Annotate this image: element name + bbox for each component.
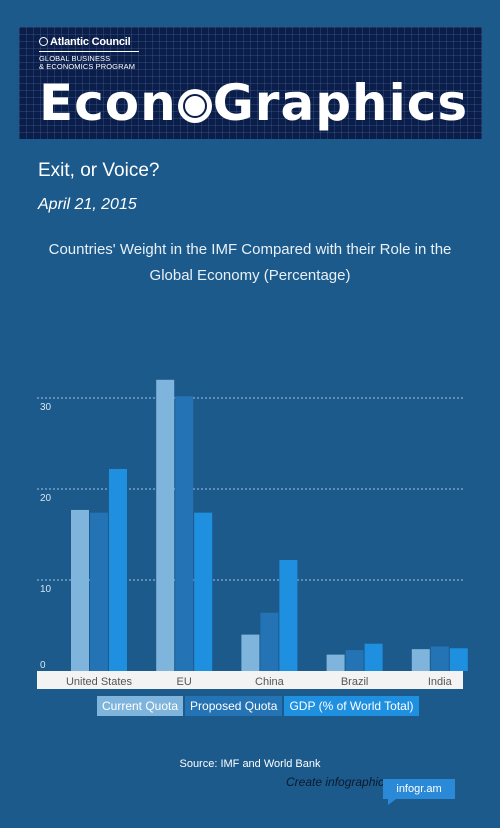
x-tick-label: United States <box>66 676 133 688</box>
y-tick-label: 0 <box>40 660 46 671</box>
bar <box>430 646 449 671</box>
x-tick-label: India <box>428 676 453 688</box>
divider <box>39 51 139 52</box>
program-line-2: & ECONOMICS PROGRAM <box>39 62 136 71</box>
bar <box>345 650 364 671</box>
wordmark-left: Econ <box>39 74 177 132</box>
seal-icon <box>177 89 212 123</box>
bar <box>109 468 127 671</box>
bar <box>71 509 89 671</box>
bar <box>90 512 108 671</box>
create-infographics-link[interactable]: Create infographics <box>286 775 391 789</box>
infogram-badge[interactable]: infogr.am <box>383 779 455 799</box>
program-line-1: GLOBAL BUSINESS <box>39 54 111 63</box>
y-tick-label: 20 <box>40 493 52 504</box>
econographics-wordmark: Econ Graphics <box>39 73 468 133</box>
y-tick-label: 30 <box>40 402 52 413</box>
x-tick-label: Brazil <box>341 676 369 688</box>
x-axis-band <box>37 671 463 689</box>
bar <box>175 396 194 671</box>
program-name: GLOBAL BUSINESS & ECONOMICS PROGRAM <box>39 55 189 71</box>
bar <box>260 612 279 671</box>
x-tick-label: China <box>255 676 285 688</box>
bar <box>449 648 468 671</box>
bar <box>364 643 383 671</box>
atlantic-council-logo: Atlantic Council <box>39 36 131 48</box>
badge-tail <box>388 799 396 805</box>
post-title: Exit, or Voice? <box>38 160 160 181</box>
globe-icon <box>39 37 48 46</box>
bar <box>194 512 213 671</box>
legend-item-current-quota[interactable]: Current Quota <box>97 696 184 716</box>
legend-item-proposed-quota[interactable]: Proposed Quota <box>185 696 283 716</box>
source-note: Source: IMF and World Bank <box>179 758 321 770</box>
bar <box>326 654 345 671</box>
chart-title: Countries' Weight in the IMF Compared wi… <box>48 241 452 284</box>
bar <box>156 379 175 671</box>
bar <box>241 634 260 671</box>
x-tick-label: EU <box>177 676 192 688</box>
chart-legend: Current Quota Proposed Quota GDP (% of W… <box>97 696 419 716</box>
y-tick-label: 10 <box>40 584 52 595</box>
econographics-banner: Atlantic Council GLOBAL BUSINESS & ECONO… <box>19 27 482 139</box>
org-name: Atlantic Council <box>50 36 131 48</box>
bar <box>411 649 430 671</box>
bar <box>279 559 298 671</box>
post-date: April 21, 2015 <box>38 196 137 213</box>
legend-item-gdp[interactable]: GDP (% of World Total) <box>284 696 419 716</box>
wordmark-right: Graphics <box>212 74 469 132</box>
bar-chart: 0 10 20 30 United States EU China Brazil India <box>37 379 468 689</box>
